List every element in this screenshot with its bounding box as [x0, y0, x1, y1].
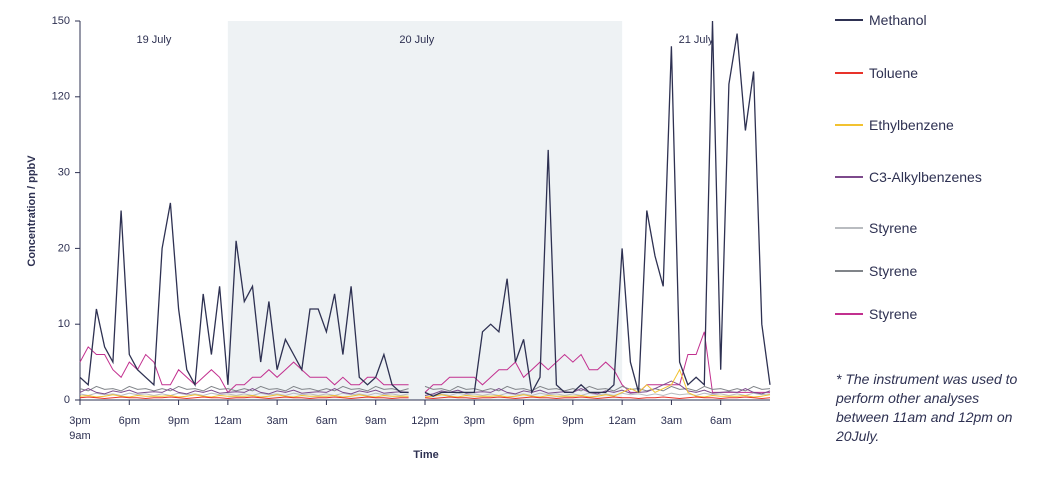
series-line: [79, 385, 771, 392]
day-label: 20 July: [399, 34, 434, 46]
shaded-region: [227, 21, 623, 400]
legend-swatch: [835, 19, 863, 21]
legend-item: Styrene: [835, 306, 917, 322]
legend-swatch: [835, 270, 863, 272]
legend-label: Ethylbenzene: [869, 117, 954, 133]
x-tick-label: 9am: [365, 415, 387, 427]
x-tick-label: 6am: [710, 415, 732, 427]
x-tick-label: 9pm: [562, 415, 584, 427]
x-tick-label: 9pm: [167, 415, 190, 427]
y-tick-label: 0: [64, 394, 70, 406]
x-tick-label: 3pm 9am: [69, 415, 91, 442]
legend-swatch: [835, 176, 863, 178]
x-axis-label: Time: [413, 449, 438, 461]
y-tick-label: 10: [58, 318, 70, 330]
legend-label: C3-Alkylbenzenes: [869, 169, 982, 185]
legend-label: Styrene: [869, 306, 918, 322]
legend-item: Styrene: [835, 220, 917, 236]
x-tick-label: 6pm: [512, 415, 535, 427]
y-tick-label: 150: [52, 15, 70, 27]
series-line: [79, 368, 771, 398]
series-line: [79, 331, 770, 394]
x-tick-label: 12pm: [411, 415, 439, 427]
y-axis-label: Concentration / ppbV: [26, 155, 38, 267]
x-tick-label: 6pm: [118, 415, 140, 427]
x-tick-label: 6am: [315, 415, 338, 427]
legend-item: Ethylbenzene: [835, 117, 954, 133]
series-line: [79, 396, 771, 400]
legend-item: Toluene: [835, 65, 918, 81]
series-line: [79, 380, 771, 396]
note: * The instrument was used to perform oth…: [836, 371, 1018, 444]
y-tick-label: 30: [58, 167, 70, 179]
legend-item: Methanol: [835, 12, 927, 28]
y-tick-label: 20: [58, 242, 70, 254]
series-line: [79, 392, 771, 397]
y-tick-label: 120: [52, 91, 70, 103]
legend-item: C3-Alkylbenzenes: [835, 169, 982, 185]
legend-item: Styrene: [835, 263, 917, 279]
legend-label: Styrene: [869, 263, 918, 279]
legend-swatch: [835, 124, 863, 126]
x-tick-label: 12am: [608, 415, 636, 427]
legend-label: Toluene: [869, 65, 919, 81]
x-tick-label: 3pm: [463, 415, 485, 427]
x-tick-label: 12am: [214, 415, 242, 427]
legend-swatch: [835, 227, 863, 229]
x-tick-label: 3am: [660, 415, 683, 427]
day-label: 21 July: [679, 34, 714, 46]
legend-swatch: [835, 313, 863, 315]
legend-swatch: [835, 72, 863, 74]
x-tick-label: 3am: [266, 415, 288, 427]
day-label: 19 July: [136, 34, 171, 46]
legend-label: Styrene: [869, 220, 918, 236]
legend-label: Methanol: [869, 12, 927, 28]
series-line: [79, 20, 771, 397]
